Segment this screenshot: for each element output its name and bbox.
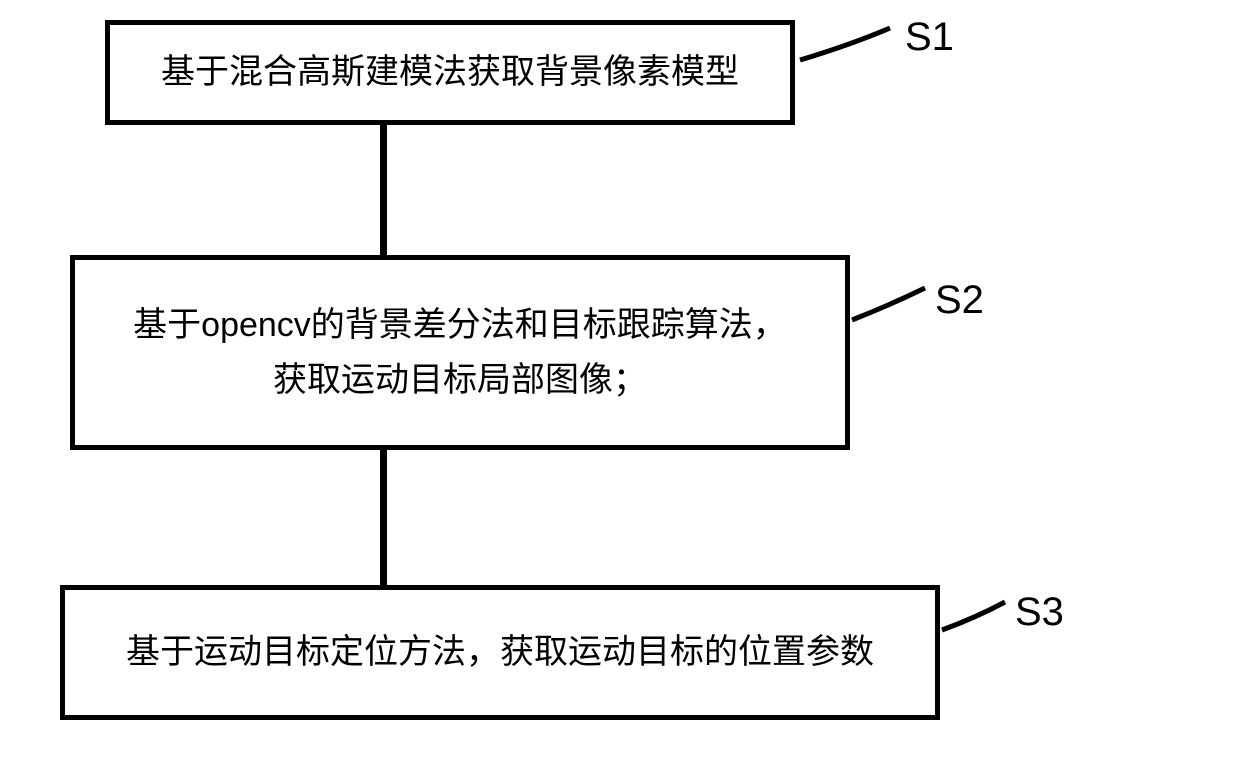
connector-s2-s3 <box>380 450 387 585</box>
node-text: 基于混合高斯建模法获取背景像素模型 <box>161 45 739 99</box>
label-s2: S2 <box>935 278 984 323</box>
label-s3: S3 <box>1015 590 1064 635</box>
flowchart-node-s2: 基于opencv的背景差分法和目标跟踪算法， 获取运动目标局部图像； <box>70 255 850 450</box>
flowchart-node-s1: 基于混合高斯建模法获取背景像素模型 <box>105 20 795 125</box>
flowchart-container: 基于混合高斯建模法获取背景像素模型 基于opencv的背景差分法和目标跟踪算法，… <box>60 20 1160 760</box>
connector-s1-s2 <box>380 125 387 255</box>
node-text: 基于运动目标定位方法，获取运动目标的位置参数 <box>126 625 874 679</box>
label-s1: S1 <box>905 15 954 60</box>
flowchart-node-s3: 基于运动目标定位方法，获取运动目标的位置参数 <box>60 585 940 720</box>
node-text: 基于opencv的背景差分法和目标跟踪算法， 获取运动目标局部图像； <box>133 298 787 407</box>
